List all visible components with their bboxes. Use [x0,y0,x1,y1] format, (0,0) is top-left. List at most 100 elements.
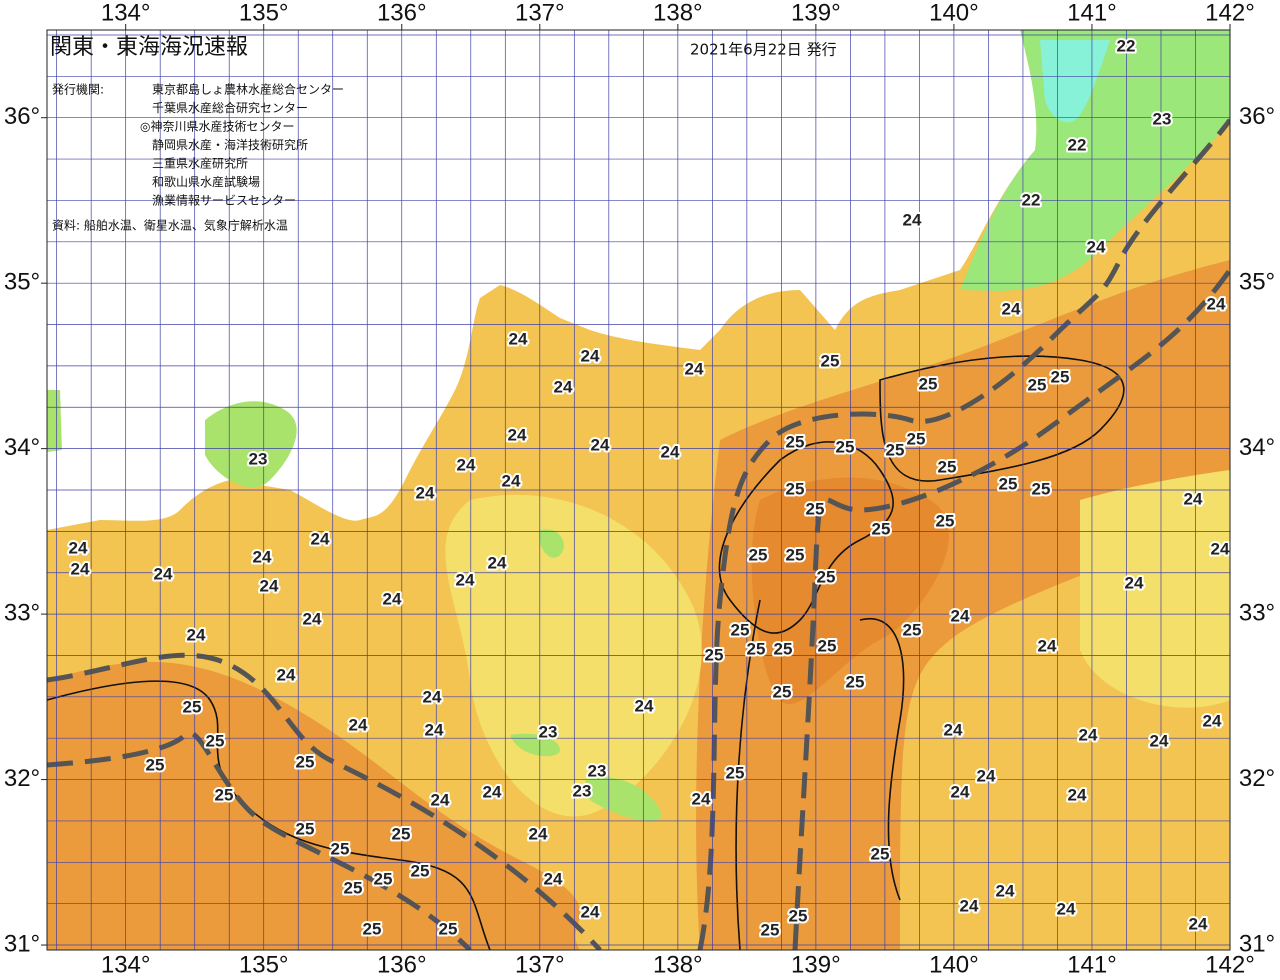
contour-label: 25 [183,697,202,716]
contour-label: 25 [439,919,458,938]
contour-label: 24 [1068,785,1087,804]
current-axis [47,652,602,950]
lon-label: 135° [239,951,289,978]
lat-label: 36° [1239,103,1275,130]
contour-label: 24 [1207,294,1226,313]
contour-label: 25 [206,731,225,750]
lat-label: 34° [1239,434,1275,461]
lat-label: 32° [4,765,40,792]
lon-label: 134° [101,0,151,26]
contour-label: 25 [411,861,430,880]
lat-label: 33° [4,599,40,626]
contour-label: 24 [977,766,996,785]
contour-label: 23 [249,449,268,468]
contour-label: 24 [951,606,970,625]
contour-label: 23 [539,722,558,741]
contour-label: 24 [1150,731,1169,750]
contour-label: 24 [509,329,528,348]
lon-label: 136° [377,951,427,978]
contour-label: 22 [1022,190,1041,209]
contour-label: 24 [1002,299,1021,318]
agency: 和歌山県水産試験場 [152,174,260,189]
lon-label: 140° [929,951,979,978]
lon-label: 134° [101,951,151,978]
contour-label: 25 [817,567,836,586]
contour-label: 25 [146,755,165,774]
contour-label: 25 [821,351,840,370]
contour-label: 24 [260,576,279,595]
contour-label: 23 [573,781,592,800]
contour-label: 25 [215,785,234,804]
contour-label: 24 [502,471,521,490]
contour-label: 22 [1068,135,1087,154]
contour-label: 24 [1079,725,1098,744]
lon-label: 141° [1067,951,1117,978]
contour-label: 24 [187,625,206,644]
contour-label: 24 [581,902,600,921]
contour-label: 24 [1189,914,1208,933]
bay-water [47,390,62,452]
contour-label: 24 [277,665,296,684]
contour-label: 24 [544,869,563,888]
current-axis [792,268,1230,950]
current-axis [697,118,1230,950]
contour-label: 25 [806,499,825,518]
contour-label: 23 [588,761,607,780]
lat-label: 34° [4,434,40,461]
contour-label: 25 [374,869,393,888]
contour-label: 24 [581,346,600,365]
land [47,30,1037,530]
agency: 三重県水産研究所 [152,156,248,171]
contour-label: 25 [726,763,745,782]
contour-label: 24 [1211,539,1230,558]
contour-label: 25 [919,374,938,393]
issue-date: 2021年6月22日 発行 [690,41,837,59]
isotherm [859,617,905,901]
contour-label: 24 [303,609,322,628]
contour-label: 24 [431,790,450,809]
lat-label: 31° [1239,930,1275,957]
source-note: 資料: 船舶水温、衛星水温、気象庁解析水温 [52,218,288,233]
contour-label: 24 [944,720,963,739]
contour-label: 25 [903,620,922,639]
agency: 静岡県水産・海洋技術研究所 [152,137,308,152]
contour-label: 25 [774,639,793,658]
contour-label: 24 [635,696,654,715]
contour-label: 25 [786,479,805,498]
agency: ◎神奈川県水産技術センター [140,119,294,134]
lon-label: 135° [239,0,289,26]
current-axis-group [47,118,1230,950]
isotherm [879,355,1125,482]
contour-label: 24 [960,896,979,915]
lon-label: 138° [653,0,703,26]
contour-label: 25 [1028,375,1047,394]
lon-label: 138° [653,951,703,978]
contour-label: 25 [363,919,382,938]
lon-label: 142° [1205,0,1255,26]
cold-patch [510,529,662,821]
contour-label: 24 [457,455,476,474]
contour-label: 25 [1032,479,1051,498]
contour-label: 24 [529,824,548,843]
contour-label: 24 [416,483,435,502]
contour-label: 24 [661,442,680,461]
contour-label: 24 [383,589,402,608]
contour-label: 24 [951,782,970,801]
lon-label: 137° [515,0,565,26]
contour-label: 24 [456,570,475,589]
contour-label: 24 [508,425,527,444]
contour-label: 25 [836,437,855,456]
contour-label: 25 [296,752,315,771]
contour-label: 25 [999,474,1018,493]
lon-label: 137° [515,951,565,978]
lon-label: 141° [1067,0,1117,26]
contour-label: 25 [749,545,768,564]
lon-label: 139° [791,0,841,26]
contour-label: 25 [907,429,926,448]
contour-label: 24 [554,377,573,396]
contour-label: 24 [425,720,444,739]
contour-label: 25 [871,844,890,863]
cold-water [960,30,1230,291]
contour-label: 25 [296,819,315,838]
contour-label: 25 [1051,367,1070,386]
